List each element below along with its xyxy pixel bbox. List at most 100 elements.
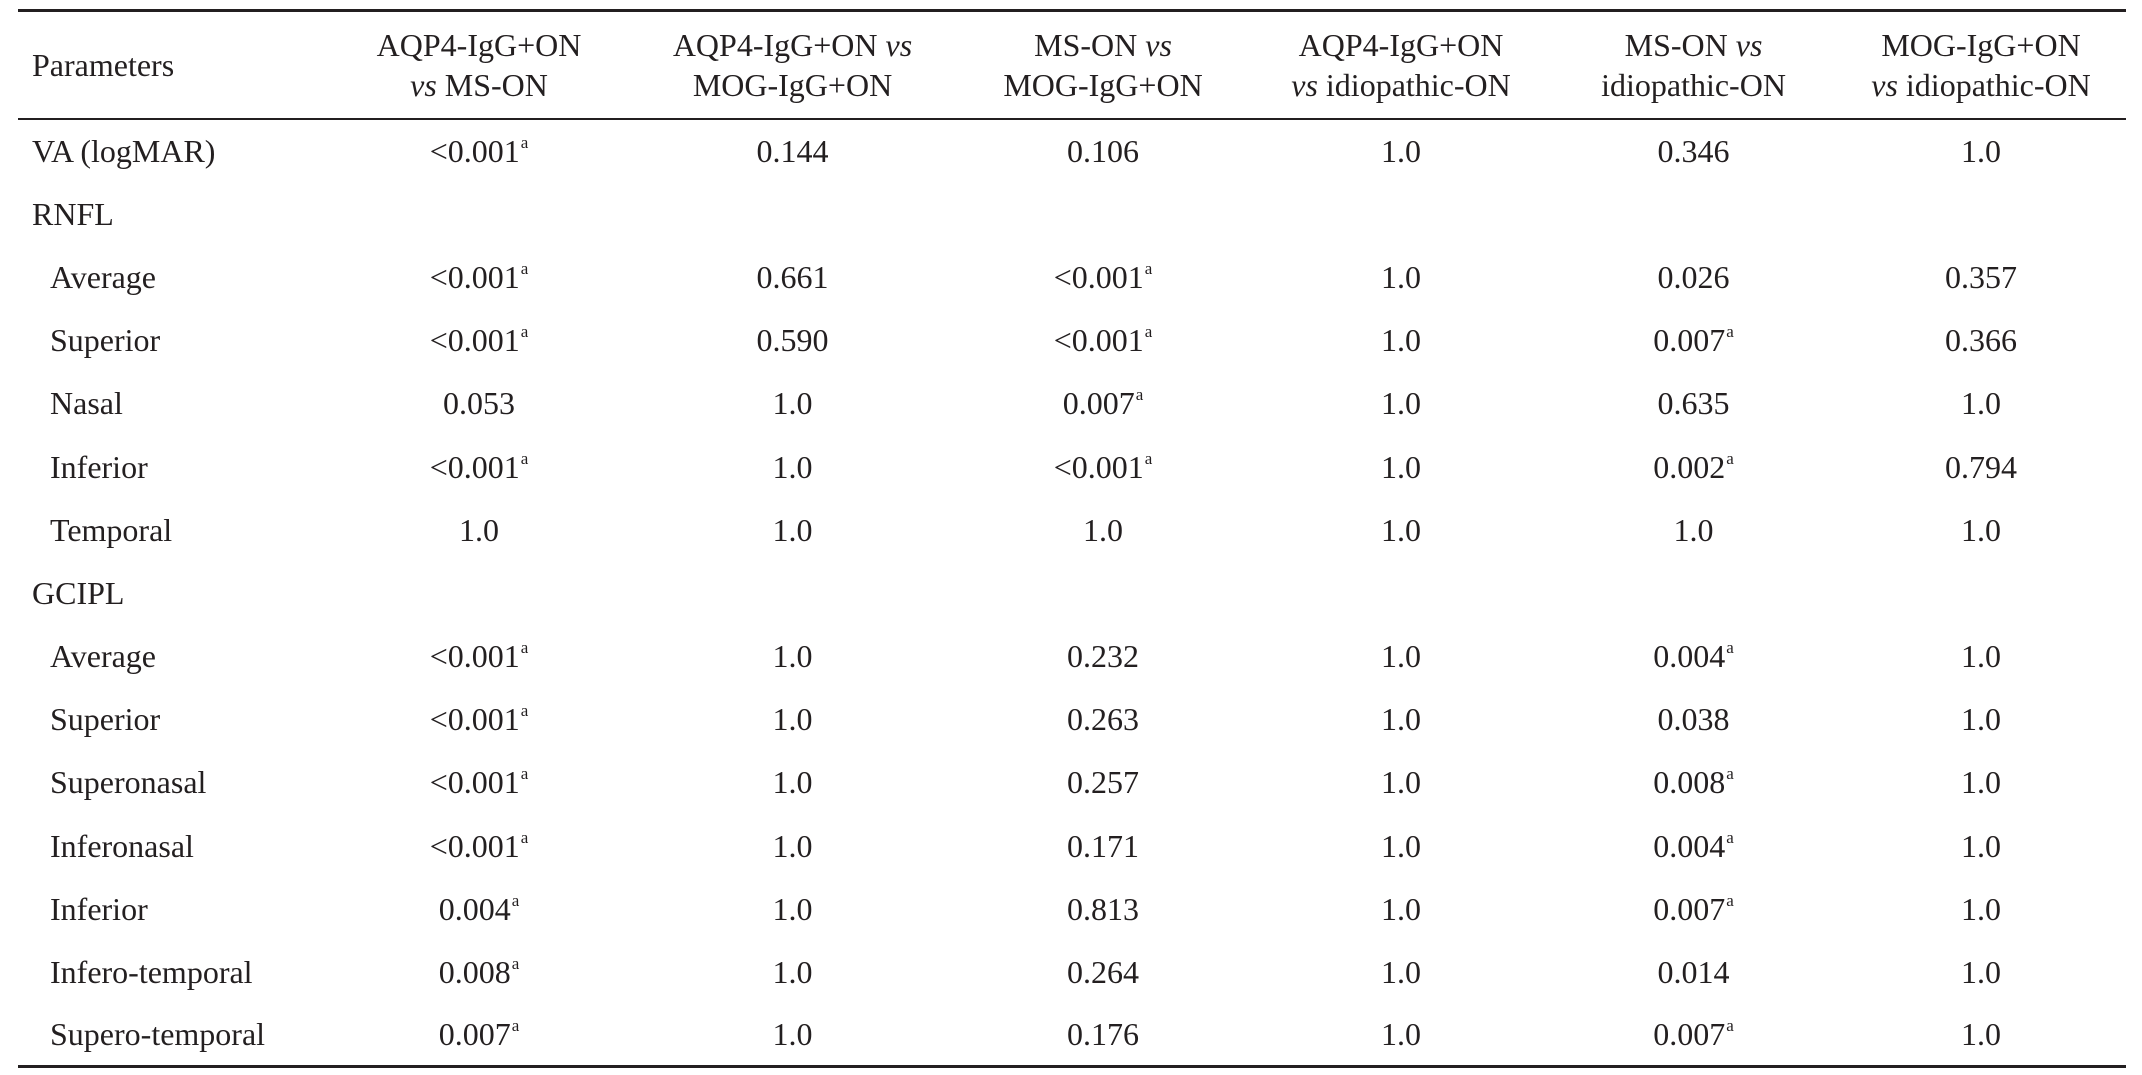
p-value-cell: 0.014 (1551, 940, 1836, 1003)
significance-marker: a (520, 448, 529, 468)
p-value-cell (630, 561, 955, 624)
significance-marker: a (520, 764, 529, 784)
header-text: Parameters (32, 47, 175, 83)
p-value-cell: 1.0 (630, 498, 955, 561)
p-value: 1.0 (1381, 954, 1421, 991)
p-value: 0.263 (1067, 701, 1139, 738)
p-value-cell: 1.0 (1836, 940, 2126, 1003)
p-value-cell: 0.366 (1836, 309, 2126, 372)
p-value-cell: 1.0 (955, 498, 1251, 561)
significance-marker: a (520, 322, 529, 342)
significance-marker: a (1726, 764, 1734, 784)
p-value: 1.0 (1673, 511, 1714, 548)
p-value-cell: 1.0 (1836, 119, 2126, 182)
group-label: AQP4-IgG+ON (672, 27, 886, 63)
p-value: 1.0 (1381, 764, 1421, 801)
p-value: 1.0 (1381, 133, 1421, 170)
p-value-cell: 1.0 (1836, 1004, 2126, 1067)
p-value: <0.001 (1053, 448, 1144, 485)
p-value-cell: 1.0 (1836, 625, 2126, 688)
p-value-cell: 0.264 (955, 940, 1251, 1003)
p-value: <0.001 (429, 258, 520, 295)
group-label: MS-ON (436, 67, 548, 103)
p-value-cell: <0.001a (328, 814, 630, 877)
p-value: <0.001 (429, 827, 520, 864)
p-value-cell: 1.0 (630, 1004, 955, 1067)
p-value: 1.0 (1381, 511, 1421, 548)
parameter-label: Superonasal (50, 764, 207, 801)
group-label: AQP4-IgG+ON (376, 27, 582, 63)
p-value-cell (955, 561, 1251, 624)
p-value-cell: 1.0 (1251, 877, 1551, 940)
p-value-cell: 1.0 (1836, 814, 2126, 877)
p-value: 1.0 (1961, 827, 2001, 864)
table-row: Supero-temporal 0.007a 1.0 0.176 1.0 0.007a 1.… (18, 1004, 2126, 1067)
parameter-label: Superior (50, 322, 161, 359)
vs-label: vs (1871, 67, 1898, 103)
p-value: 1.0 (772, 448, 813, 485)
p-value-cell: 0.008a (1551, 751, 1836, 814)
table-row: Superior <0.001a 1.0 0.263 1.0 0.038 1.0 (18, 688, 2126, 751)
parameter-label: Inferonasal (50, 827, 194, 864)
table-row: Temporal 1.0 1.0 1.0 1.0 1.0 1.0 (18, 498, 2126, 561)
p-value: 1.0 (772, 701, 813, 738)
header-line2: vs idiopathic-ON (1251, 65, 1551, 105)
header-line1: MOG-IgG+ON (1836, 25, 2126, 65)
group-label: idiopathic-ON (1317, 67, 1511, 103)
p-value: 1.0 (1961, 890, 2001, 927)
column-header-comparison-1: AQP4-IgG+ON vs MS-ON (328, 11, 630, 120)
p-value-cell: <0.001a (328, 625, 630, 688)
vs-label: vs (1145, 27, 1172, 63)
significance-marker: a (520, 827, 529, 847)
header-line2: MOG-IgG+ON (955, 65, 1251, 105)
vs-label: vs (410, 67, 437, 103)
p-value-cell: 0.002a (1551, 435, 1836, 498)
p-value: 1.0 (1083, 511, 1123, 548)
p-value: 0.053 (443, 385, 515, 422)
vs-label: vs (1735, 27, 1763, 63)
p-value-cell: 1.0 (1251, 940, 1551, 1003)
group-label: MS-ON (1034, 27, 1146, 63)
p-value-cell: 0.004a (328, 877, 630, 940)
table-row: Infero-temporal 0.008a 1.0 0.264 1.0 0.014 1.0 (18, 940, 2126, 1003)
significance-marker: a (520, 133, 529, 153)
p-value-cell: 1.0 (1251, 498, 1551, 561)
p-value-cell: 1.0 (1251, 814, 1551, 877)
significance-marker: a (511, 1016, 520, 1036)
p-value-cell: 1.0 (328, 498, 630, 561)
p-value-cell: <0.001a (328, 119, 630, 182)
p-value-cell (1551, 561, 1836, 624)
p-value-cell: <0.001a (955, 435, 1251, 498)
p-value-cell: 1.0 (630, 751, 955, 814)
group-label: MOG-IgG+ON (1881, 27, 2081, 63)
p-value: <0.001 (429, 701, 520, 738)
p-value: 1.0 (459, 511, 499, 548)
header-line1: AQP4-IgG+ON vs (630, 25, 955, 65)
significance-marker: a (520, 258, 529, 278)
p-value: 1.0 (772, 511, 813, 548)
p-value: 0.014 (1657, 954, 1730, 991)
parameter-label: Average (50, 638, 156, 675)
p-value: 1.0 (1381, 701, 1421, 738)
header-line2: MOG-IgG+ON (630, 65, 955, 105)
p-value-cell: 0.007a (955, 372, 1251, 435)
p-value-cell: 1.0 (1836, 688, 2126, 751)
section-row: RNFL (18, 182, 2126, 245)
p-value: 1.0 (1381, 890, 1421, 927)
header-line1: AQP4-IgG+ON (1251, 25, 1551, 65)
p-value-cell: 1.0 (1251, 688, 1551, 751)
p-value-cell: 1.0 (1251, 751, 1551, 814)
parameter-label: Inferior (50, 890, 148, 927)
p-value-cell: 0.794 (1836, 435, 2126, 498)
p-value: 0.176 (1067, 1016, 1139, 1053)
column-header-parameters: Parameters (18, 11, 328, 120)
p-value: 0.007 (1653, 322, 1726, 359)
p-value: 1.0 (1961, 638, 2001, 675)
p-value: 0.004 (1653, 827, 1726, 864)
header-line2: vs idiopathic-ON (1836, 65, 2126, 105)
p-value-comparison-table: Parameters AQP4-IgG+ON vs MS-ON AQP4-IgG+ON… (18, 9, 2126, 1068)
significance-marker: a (520, 638, 529, 658)
header-line1: MS-ON vs (1551, 25, 1836, 65)
p-value-cell: 1.0 (1251, 372, 1551, 435)
parameter-label: Infero-temporal (50, 954, 253, 991)
